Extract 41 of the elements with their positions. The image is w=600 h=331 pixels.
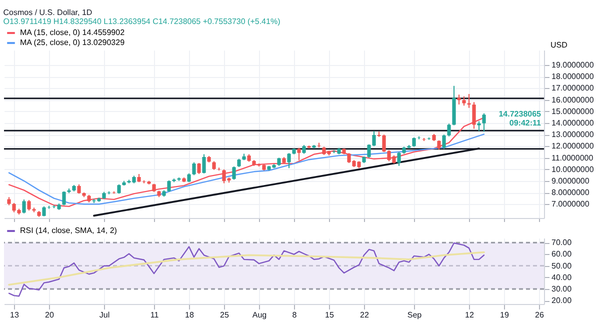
chart-title: Cosmos / U.S. Dollar, 1D xyxy=(3,8,92,17)
y-tick-label: 17.0000000 xyxy=(552,84,594,93)
x-tick-label: 15 xyxy=(325,310,334,320)
x-tick-label: 18 xyxy=(185,310,194,320)
y-tick-label: 11.0000000 xyxy=(552,153,594,162)
x-tick-label: 12 xyxy=(465,310,474,320)
x-tick-label: 13 xyxy=(10,310,20,320)
y-tick-label: 13.0000000 xyxy=(552,130,594,140)
y-tick-label: 12.0000000 xyxy=(552,142,594,151)
y-axis-title: USD xyxy=(550,40,568,50)
y-tick-label: 14.0000000 xyxy=(552,118,594,128)
x-tick-label: 11 xyxy=(150,310,160,320)
y-tick-label: 18.0000000 xyxy=(552,72,594,82)
x-tick-label: 8 xyxy=(292,310,298,320)
annotation: 09:42:11 xyxy=(509,118,542,128)
y-tick-label: 8.0000000 xyxy=(552,188,590,198)
legend-label: MA (25, close, 0) 13.0290329 xyxy=(20,38,126,47)
y-tick-label: 19.0000000 xyxy=(552,60,594,70)
y-tick-label: 30.00 xyxy=(552,284,572,294)
x-tick-label: 26 xyxy=(535,310,544,320)
y-tick-label: 70.00 xyxy=(552,238,572,248)
x-tick-label: 20 xyxy=(45,310,54,320)
x-tick-label: 19 xyxy=(500,310,510,320)
y-tick-label: 9.0000000 xyxy=(552,176,590,186)
y-tick-label: 16.0000000 xyxy=(552,95,594,104)
chart-subtitle: O13.9711419 H14.8329540 L13.2363954 C14.7238065 +0.7553730 (+5.41%) xyxy=(3,17,281,26)
x-tick-label: 25 xyxy=(220,310,230,320)
y-tick-label: 50.00 xyxy=(552,261,572,270)
x-tick-label: Sep xyxy=(407,310,422,320)
y-tick-label: 15.0000000 xyxy=(552,106,594,116)
y-tick-label: 40.00 xyxy=(552,272,572,282)
legend-label: RSI (14, close, SMA, 14, 2) xyxy=(20,226,118,235)
x-tick-label: Jul xyxy=(99,310,110,320)
x-tick-label: 22 xyxy=(360,310,370,320)
y-tick-label: 10.0000000 xyxy=(552,164,594,174)
x-tick-label: Aug xyxy=(252,310,267,320)
y-tick-label: 7.0000000 xyxy=(552,200,590,209)
legend-label: MA (15, close, 0) 14.4559902 xyxy=(20,28,126,37)
annotation: 14.7238065 xyxy=(498,110,542,119)
y-tick-label: 60.00 xyxy=(552,250,572,259)
y-tick-label: 20.00 xyxy=(552,296,572,306)
